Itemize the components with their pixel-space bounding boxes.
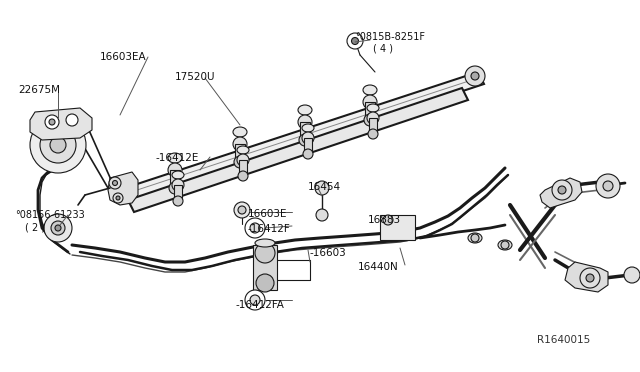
Circle shape: [383, 215, 393, 225]
Circle shape: [169, 182, 181, 194]
Circle shape: [250, 295, 260, 305]
Text: ( 2 ): ( 2 ): [25, 222, 45, 232]
Text: 16440N: 16440N: [358, 262, 399, 272]
Polygon shape: [174, 185, 182, 199]
Polygon shape: [540, 178, 582, 208]
Circle shape: [580, 268, 600, 288]
Circle shape: [471, 72, 479, 80]
Polygon shape: [369, 118, 377, 132]
Circle shape: [234, 156, 246, 168]
Circle shape: [50, 137, 66, 153]
Circle shape: [299, 134, 311, 146]
Circle shape: [552, 180, 572, 200]
Ellipse shape: [363, 85, 377, 95]
Circle shape: [44, 214, 72, 242]
Circle shape: [501, 241, 509, 249]
Text: 22675M: 22675M: [18, 85, 60, 95]
Circle shape: [298, 115, 312, 129]
Circle shape: [113, 193, 123, 203]
Ellipse shape: [367, 104, 379, 112]
Text: R1640015: R1640015: [537, 335, 590, 345]
Text: -16412FA: -16412FA: [236, 300, 285, 310]
Polygon shape: [170, 170, 180, 186]
Circle shape: [250, 223, 260, 233]
Polygon shape: [235, 144, 245, 160]
Circle shape: [256, 274, 274, 292]
Ellipse shape: [255, 239, 275, 247]
Polygon shape: [565, 262, 608, 292]
Circle shape: [116, 196, 120, 200]
Circle shape: [351, 38, 358, 45]
Circle shape: [364, 114, 376, 126]
Circle shape: [234, 202, 250, 218]
Ellipse shape: [468, 233, 482, 243]
Circle shape: [603, 181, 613, 191]
Circle shape: [30, 117, 86, 173]
Circle shape: [40, 127, 76, 163]
Circle shape: [624, 267, 640, 283]
Circle shape: [586, 274, 594, 282]
Circle shape: [302, 132, 314, 144]
Circle shape: [368, 129, 378, 139]
Circle shape: [238, 206, 246, 214]
Polygon shape: [30, 108, 92, 140]
Ellipse shape: [498, 240, 512, 250]
Polygon shape: [253, 245, 277, 290]
Circle shape: [363, 95, 377, 109]
Text: 17520U: 17520U: [175, 72, 216, 82]
Ellipse shape: [168, 153, 182, 163]
Ellipse shape: [298, 105, 312, 115]
Ellipse shape: [233, 127, 247, 137]
Circle shape: [51, 221, 65, 235]
Text: 16603EA: 16603EA: [100, 52, 147, 62]
Circle shape: [465, 66, 485, 86]
Circle shape: [45, 115, 59, 129]
Circle shape: [316, 209, 328, 221]
Ellipse shape: [302, 124, 314, 132]
Circle shape: [113, 180, 118, 186]
Circle shape: [238, 171, 248, 181]
Circle shape: [347, 33, 363, 49]
Polygon shape: [380, 215, 415, 240]
Text: 16883: 16883: [368, 215, 401, 225]
Circle shape: [596, 174, 620, 198]
Circle shape: [49, 119, 55, 125]
Ellipse shape: [172, 171, 184, 179]
Circle shape: [109, 177, 121, 189]
Text: -16412F: -16412F: [248, 224, 291, 234]
Polygon shape: [300, 122, 310, 138]
Circle shape: [237, 154, 249, 166]
Circle shape: [303, 149, 313, 159]
Circle shape: [55, 225, 61, 231]
Text: °08156-61233: °08156-61233: [15, 210, 84, 220]
Polygon shape: [128, 88, 468, 212]
Circle shape: [471, 234, 479, 242]
Circle shape: [233, 137, 247, 151]
Circle shape: [66, 114, 78, 126]
Circle shape: [172, 179, 184, 191]
Circle shape: [367, 112, 379, 124]
Polygon shape: [239, 160, 247, 174]
Text: -16412E: -16412E: [155, 153, 198, 163]
Circle shape: [315, 181, 329, 195]
Text: -16603: -16603: [310, 248, 347, 258]
Text: °0815B-8251F: °0815B-8251F: [355, 32, 425, 42]
Circle shape: [245, 218, 265, 238]
Circle shape: [255, 243, 275, 263]
Circle shape: [173, 196, 183, 206]
Circle shape: [245, 290, 265, 310]
Text: ( 4 ): ( 4 ): [373, 43, 393, 53]
Polygon shape: [125, 72, 484, 200]
Text: 16603E: 16603E: [248, 209, 287, 219]
Circle shape: [168, 163, 182, 177]
Circle shape: [558, 186, 566, 194]
Ellipse shape: [237, 146, 249, 154]
Polygon shape: [108, 172, 138, 205]
Polygon shape: [304, 138, 312, 152]
Text: 16454: 16454: [308, 182, 341, 192]
Polygon shape: [365, 102, 375, 118]
